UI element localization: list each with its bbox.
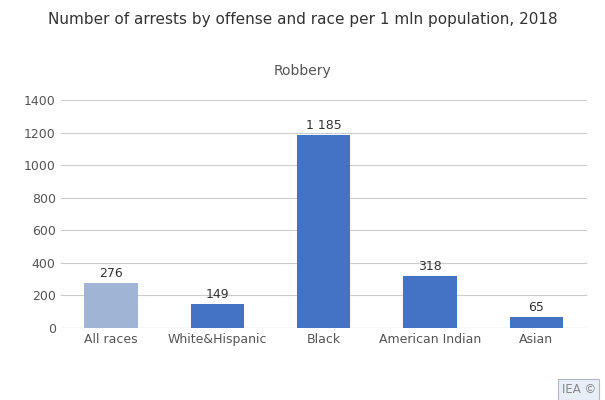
Bar — [510, 318, 563, 328]
Text: Robbery: Robbery — [273, 64, 332, 78]
Text: 149: 149 — [206, 288, 229, 301]
Text: 318: 318 — [418, 260, 442, 273]
Text: 276: 276 — [99, 267, 123, 280]
Bar — [297, 135, 350, 328]
Bar — [85, 283, 137, 328]
Bar — [191, 304, 244, 328]
Bar — [404, 276, 457, 328]
Text: IEA ©: IEA © — [561, 383, 596, 396]
Text: Number of arrests by offense and race per 1 mln population, 2018: Number of arrests by offense and race pe… — [48, 12, 557, 27]
Text: 65: 65 — [528, 302, 544, 314]
Text: 1 185: 1 185 — [306, 119, 342, 132]
